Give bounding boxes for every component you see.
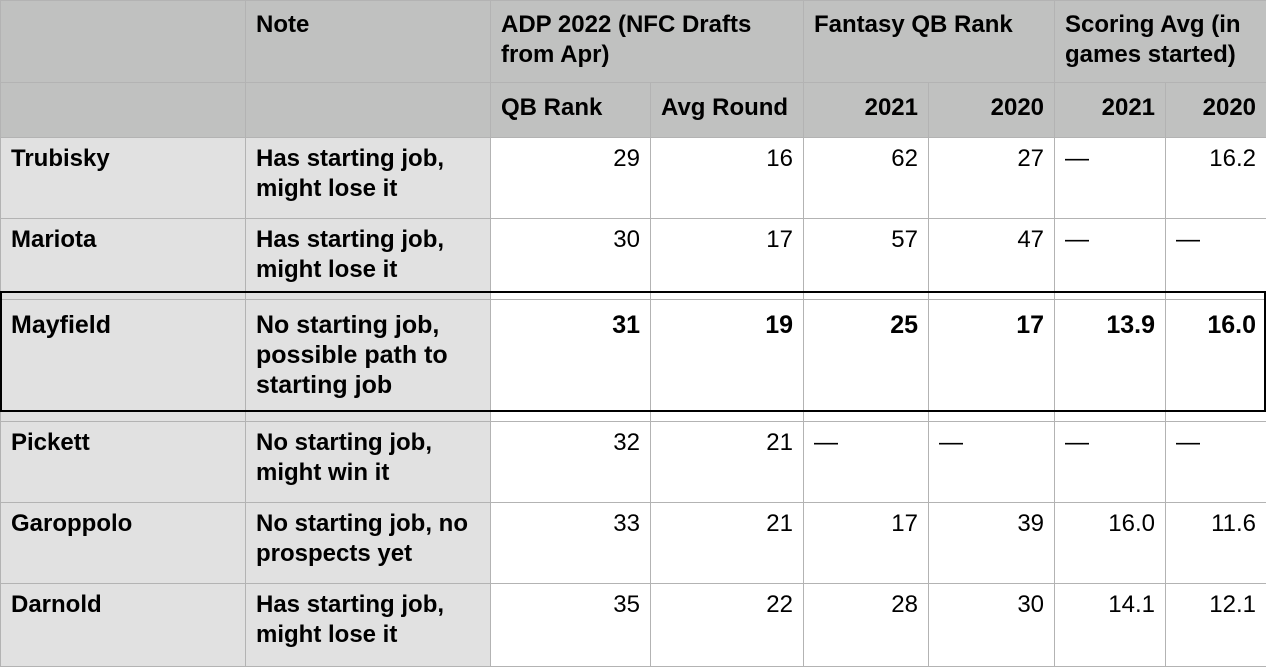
subheader-blank-2[interactable] — [246, 83, 491, 138]
header-fantasy-rank-group[interactable]: Fantasy QB Rank — [804, 1, 1055, 83]
qb-rank-cell[interactable]: 33 — [491, 503, 651, 584]
rank-2020-cell[interactable]: 30 — [929, 584, 1055, 667]
avg-round-cell[interactable]: 21 — [651, 422, 804, 503]
player-name-cell[interactable]: Mariota — [1, 219, 246, 300]
note-cell[interactable]: Has starting job, might lose it — [246, 138, 491, 219]
rank-2021-cell[interactable]: 17 — [804, 503, 929, 584]
rank-2021-cell[interactable]: 57 — [804, 219, 929, 300]
note-cell[interactable]: No starting job, possible path to starti… — [246, 300, 491, 422]
score-2020-cell[interactable]: 16.2 — [1166, 138, 1266, 219]
table-row-pickett: Pickett No starting job, might win it 32… — [1, 422, 1266, 503]
note-cell[interactable]: No starting job, no prospects yet — [246, 503, 491, 584]
header-sub-row: QB Rank Avg Round 2021 2020 2021 2020 — [1, 83, 1266, 138]
score-2021-cell[interactable]: 16.0 — [1055, 503, 1166, 584]
avg-round-cell[interactable]: 21 — [651, 503, 804, 584]
qb-rank-cell[interactable]: 30 — [491, 219, 651, 300]
rank-2020-cell[interactable]: 39 — [929, 503, 1055, 584]
rank-2020-cell[interactable]: — — [929, 422, 1055, 503]
header-note[interactable]: Note — [246, 1, 491, 83]
qb-rank-cell[interactable]: 35 — [491, 584, 651, 667]
player-name-cell[interactable]: Darnold — [1, 584, 246, 667]
rank-2021-cell[interactable]: 62 — [804, 138, 929, 219]
header-scoring-avg-group[interactable]: Scoring Avg (in games started) — [1055, 1, 1266, 83]
player-name-cell[interactable]: Trubisky — [1, 138, 246, 219]
subheader-rank-2021[interactable]: 2021 — [804, 83, 929, 138]
score-2021-cell[interactable]: — — [1055, 219, 1166, 300]
subheader-qb-rank[interactable]: QB Rank — [491, 83, 651, 138]
subheader-blank-1[interactable] — [1, 83, 246, 138]
table-row-mayfield-highlighted: Mayfield No starting job, possible path … — [1, 300, 1266, 422]
header-group-row: Note ADP 2022 (NFC Drafts from Apr) Fant… — [1, 1, 1266, 83]
note-cell[interactable]: No starting job, might win it — [246, 422, 491, 503]
score-2021-cell[interactable]: — — [1055, 422, 1166, 503]
note-cell[interactable]: Has starting job, might lose it — [246, 584, 491, 667]
qb-rank-cell[interactable]: 31 — [491, 300, 651, 422]
subheader-score-2020[interactable]: 2020 — [1166, 83, 1266, 138]
avg-round-cell[interactable]: 22 — [651, 584, 804, 667]
rank-2020-cell[interactable]: 17 — [929, 300, 1055, 422]
score-2020-cell[interactable]: — — [1166, 422, 1266, 503]
score-2020-cell[interactable]: 12.1 — [1166, 584, 1266, 667]
rank-2021-cell[interactable]: 28 — [804, 584, 929, 667]
rank-2021-cell[interactable]: — — [804, 422, 929, 503]
table-row-mariota: Mariota Has starting job, might lose it … — [1, 219, 1266, 300]
qb-rank-cell[interactable]: 32 — [491, 422, 651, 503]
score-2020-cell[interactable]: — — [1166, 219, 1266, 300]
score-2021-cell[interactable]: 14.1 — [1055, 584, 1166, 667]
player-name-cell[interactable]: Pickett — [1, 422, 246, 503]
subheader-avg-round[interactable]: Avg Round — [651, 83, 804, 138]
table-row-trubisky: Trubisky Has starting job, might lose it… — [1, 138, 1266, 219]
player-name-cell[interactable]: Mayfield — [1, 300, 246, 422]
note-cell[interactable]: Has starting job, might lose it — [246, 219, 491, 300]
rank-2021-cell[interactable]: 25 — [804, 300, 929, 422]
table-row-garoppolo: Garoppolo No starting job, no prospects … — [1, 503, 1266, 584]
subheader-score-2021[interactable]: 2021 — [1055, 83, 1166, 138]
header-corner-cell[interactable] — [1, 1, 246, 83]
score-2021-cell[interactable]: 13.9 — [1055, 300, 1166, 422]
score-2020-cell[interactable]: 16.0 — [1166, 300, 1266, 422]
score-2020-cell[interactable]: 11.6 — [1166, 503, 1266, 584]
rank-2020-cell[interactable]: 47 — [929, 219, 1055, 300]
score-2021-cell[interactable]: — — [1055, 138, 1166, 219]
header-adp-group[interactable]: ADP 2022 (NFC Drafts from Apr) — [491, 1, 804, 83]
subheader-rank-2020[interactable]: 2020 — [929, 83, 1055, 138]
avg-round-cell[interactable]: 19 — [651, 300, 804, 422]
rank-2020-cell[interactable]: 27 — [929, 138, 1055, 219]
avg-round-cell[interactable]: 17 — [651, 219, 804, 300]
qb-rank-cell[interactable]: 29 — [491, 138, 651, 219]
table-row-darnold: Darnold Has starting job, might lose it … — [1, 584, 1266, 667]
player-name-cell[interactable]: Garoppolo — [1, 503, 246, 584]
avg-round-cell[interactable]: 16 — [651, 138, 804, 219]
